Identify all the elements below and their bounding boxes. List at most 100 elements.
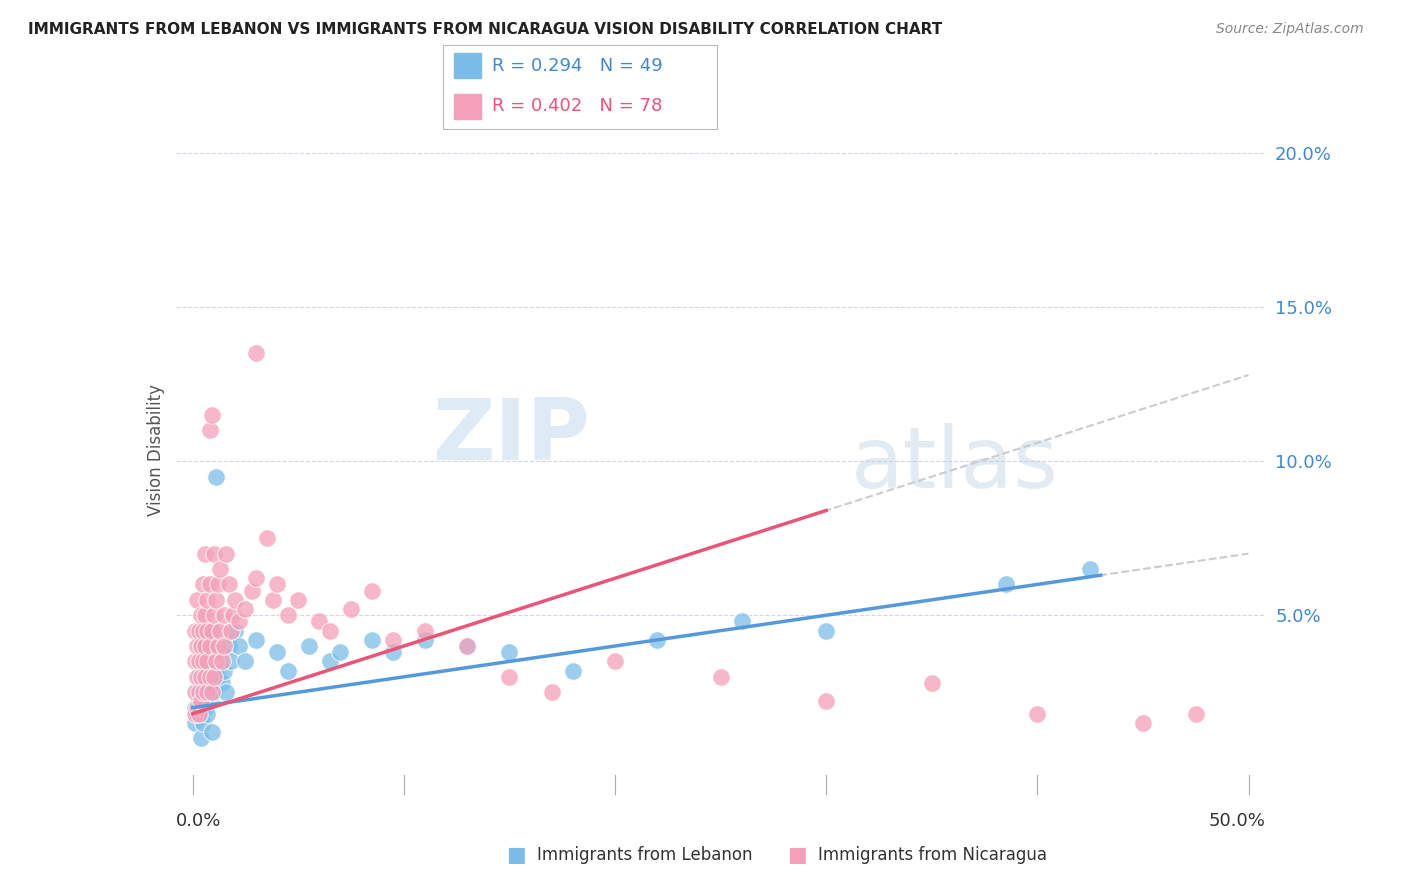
Text: Immigrants from Lebanon: Immigrants from Lebanon	[537, 846, 752, 863]
Point	[188, 706, 211, 721]
Point	[815, 694, 838, 708]
Point	[190, 694, 212, 708]
Text: ■: ■	[787, 845, 807, 864]
Point	[319, 624, 342, 638]
Point	[202, 608, 225, 623]
Point	[188, 685, 211, 699]
Text: 50.0%: 50.0%	[1209, 813, 1265, 830]
Point	[214, 608, 236, 623]
Point	[194, 547, 217, 561]
Point	[194, 700, 217, 714]
Point	[184, 706, 207, 721]
Point	[710, 670, 733, 684]
Point	[197, 655, 219, 669]
Point	[498, 645, 520, 659]
Text: R = 0.294   N = 49: R = 0.294 N = 49	[492, 57, 664, 75]
Point	[207, 577, 229, 591]
Point	[645, 632, 668, 647]
Point	[211, 676, 233, 690]
Point	[277, 608, 299, 623]
Point	[209, 624, 232, 638]
Point	[202, 547, 225, 561]
Point	[198, 639, 221, 653]
Point	[1184, 706, 1206, 721]
Point	[209, 562, 232, 576]
Point	[202, 670, 225, 684]
Point	[201, 408, 224, 422]
Point	[188, 694, 211, 708]
Point	[266, 645, 288, 659]
Point	[190, 670, 212, 684]
Point	[186, 670, 208, 684]
Point	[413, 624, 436, 638]
Bar	[454, 94, 481, 120]
Point	[413, 632, 436, 647]
Bar	[454, 54, 481, 78]
Point	[201, 685, 224, 699]
Point	[188, 624, 211, 638]
Point	[382, 645, 405, 659]
Text: ■: ■	[506, 845, 526, 864]
Point	[245, 346, 267, 360]
Point	[190, 655, 212, 669]
Point	[197, 685, 219, 699]
Point	[194, 670, 217, 684]
Point	[921, 676, 943, 690]
Point	[256, 531, 278, 545]
Point	[361, 583, 384, 598]
Point	[329, 645, 352, 659]
Point	[277, 664, 299, 678]
Point	[266, 577, 288, 591]
Point	[603, 655, 626, 669]
Point	[308, 615, 330, 629]
Text: Source: ZipAtlas.com: Source: ZipAtlas.com	[1216, 22, 1364, 37]
Point	[184, 624, 207, 638]
Point	[193, 716, 215, 731]
Point	[188, 670, 211, 684]
Point	[198, 424, 221, 438]
Point	[214, 664, 236, 678]
Point	[198, 670, 221, 684]
Point	[194, 639, 217, 653]
Point	[197, 706, 219, 721]
Point	[194, 670, 217, 684]
Point	[198, 694, 221, 708]
Point	[197, 592, 219, 607]
Text: atlas: atlas	[852, 423, 1059, 506]
Point	[215, 547, 238, 561]
Point	[184, 655, 207, 669]
Point	[205, 592, 228, 607]
Text: ZIP: ZIP	[432, 395, 591, 478]
Point	[456, 639, 478, 653]
Point	[186, 592, 208, 607]
Point	[186, 706, 208, 721]
Point	[235, 602, 257, 616]
Point	[207, 639, 229, 653]
Point	[456, 639, 478, 653]
Point	[184, 685, 207, 699]
Point	[287, 592, 309, 607]
Point	[205, 469, 228, 483]
Point	[561, 664, 583, 678]
Point	[361, 632, 384, 647]
Point	[1132, 716, 1154, 731]
Point	[228, 639, 250, 653]
Point	[202, 624, 225, 638]
Point	[262, 592, 284, 607]
Point	[207, 670, 229, 684]
Point	[218, 639, 240, 653]
Point	[194, 608, 217, 623]
Point	[184, 716, 207, 731]
Point	[319, 655, 342, 669]
Text: IMMIGRANTS FROM LEBANON VS IMMIGRANTS FROM NICARAGUA VISION DISABILITY CORRELATI: IMMIGRANTS FROM LEBANON VS IMMIGRANTS FR…	[28, 22, 942, 37]
Point	[240, 583, 263, 598]
Point	[193, 685, 215, 699]
Point	[215, 685, 238, 699]
Point	[193, 577, 215, 591]
Point	[193, 685, 215, 699]
Point	[186, 639, 208, 653]
Point	[193, 624, 215, 638]
Point	[731, 615, 754, 629]
Point	[219, 624, 242, 638]
Point	[197, 655, 219, 669]
